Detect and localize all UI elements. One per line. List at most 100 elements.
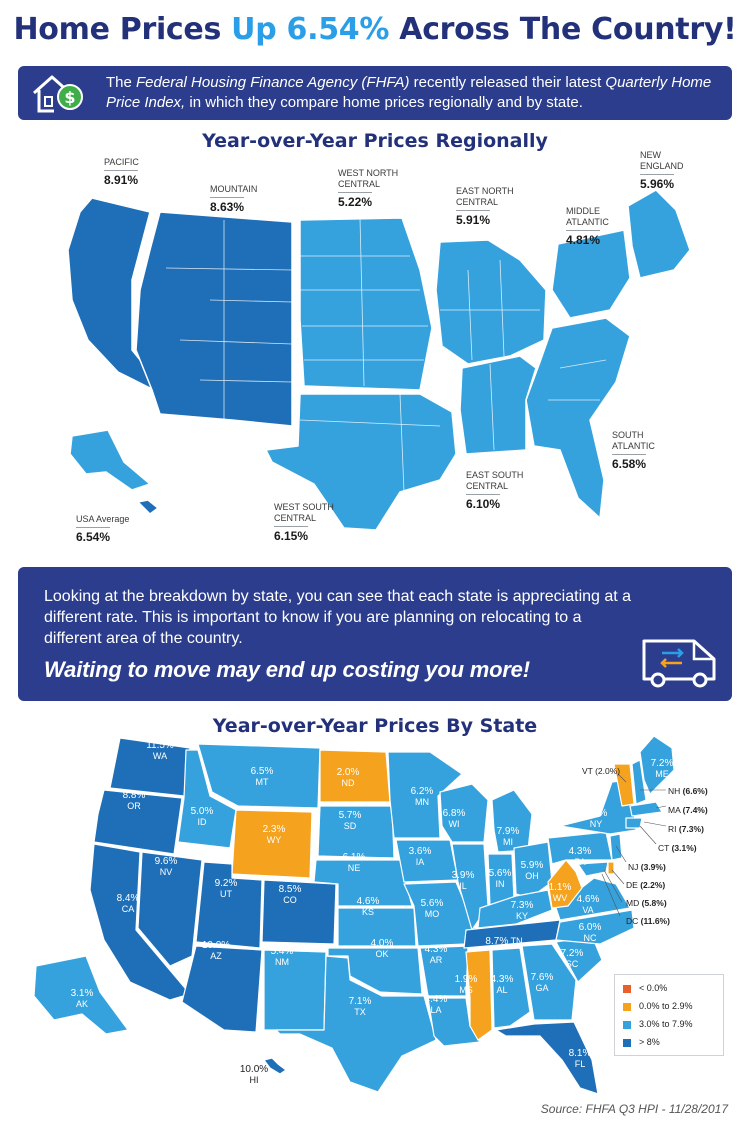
title-part1: Home Prices: [13, 12, 232, 47]
legend-item: > 8%: [623, 1037, 660, 1047]
state-la: [427, 997, 481, 1047]
label-ne: 6.1% NE: [342, 852, 366, 873]
state-nj: [609, 833, 623, 861]
region-label-pacific: PACIFIC 8.91%: [104, 157, 139, 187]
region-east-north-central: [435, 239, 547, 365]
intro-banner: $ The Federal Housing Finance Agency (FH…: [18, 66, 732, 120]
state-map: [33, 735, 675, 1095]
label-wi: 6.8% WI: [442, 808, 466, 829]
state-wy: [231, 809, 313, 879]
state-me: [639, 735, 675, 795]
legend-item: 3.0% to 7.9%: [623, 1019, 693, 1029]
label-nm: 5.4% NM: [270, 946, 294, 967]
label-tx: 7.1% TX: [348, 996, 372, 1017]
state-alaska-region: [69, 429, 151, 491]
region-mountain: [135, 211, 293, 427]
state-nv: [137, 851, 203, 967]
label-ut: 9.2% UT: [214, 878, 238, 899]
label-va: 4.6% VA: [576, 894, 600, 915]
legend-swatch-red: [623, 984, 631, 993]
state-ky: [477, 889, 553, 929]
regional-title: Year-over-Year Prices Regionally: [202, 130, 548, 152]
label-ny: 5.8% NY: [584, 808, 608, 829]
region-pacific: [67, 197, 159, 389]
state-sd: [317, 805, 395, 859]
label-nv: 9.6% NV: [154, 856, 178, 877]
title-part2: Across The Country!: [389, 12, 737, 47]
page-title: Home Prices Up 6.54% Across The Country!: [0, 12, 750, 47]
label-ca: 8.4% CA: [116, 893, 140, 914]
state-hawaii-region: [137, 499, 159, 515]
label-co: 8.5% CO: [278, 884, 302, 905]
label-ia: 3.6% IA: [408, 846, 432, 867]
state-vt: [613, 763, 635, 807]
state-ga: [521, 943, 577, 1021]
state-wi: [439, 783, 489, 843]
callout-md: MD (5.8%): [626, 898, 667, 908]
state-de: [607, 861, 615, 875]
legend-swatch-dark-blue: [623, 1038, 631, 1047]
label-ms: 1.9% MS: [454, 974, 478, 995]
state-va: [555, 877, 631, 921]
region-label-middle-atlantic: MIDDLE ATLANTIC 4.81%: [566, 206, 609, 247]
region-label-west-north-central: WEST NORTH CENTRAL 5.22%: [338, 168, 399, 209]
label-ok: 4.0% OK: [370, 938, 394, 959]
moving-van-icon: [642, 639, 716, 688]
label-az: 10.0% AZ: [201, 940, 231, 961]
label-mo: 5.6% MO: [420, 898, 444, 919]
region-middle-atlantic: [551, 229, 631, 319]
label-me: 7.2% ME: [650, 758, 674, 779]
label-sd: 5.7% SD: [338, 810, 362, 831]
label-tn: 8.7% TN: [485, 936, 523, 947]
label-in: 5.6% IN: [488, 868, 512, 889]
label-hi: 10.0% HI: [239, 1064, 269, 1085]
message-text: Looking at the breakdown by state, you c…: [44, 588, 632, 647]
label-wa: 11.5% WA: [146, 740, 174, 761]
callout-nj: NJ (3.9%): [628, 862, 666, 872]
region-east-south-central: [459, 355, 537, 455]
source-note: Source: FHFA Q3 HPI - 11/28/2017: [540, 1102, 728, 1116]
title-highlight: Up 6.54%: [231, 12, 390, 47]
callout-de: DE (2.2%): [626, 880, 666, 890]
label-fl: 8.1% FL: [568, 1048, 592, 1069]
label-id: 5.0% ID: [190, 806, 214, 827]
label-la: 4.4% LA: [424, 994, 448, 1015]
label-wy: 2.3% WY: [262, 824, 286, 845]
message-box: Looking at the breakdown by state, you c…: [18, 567, 732, 701]
label-pa: 4.3% PA: [568, 846, 592, 867]
state-ak: [33, 955, 129, 1035]
region-label-new-england: NEW ENGLAND 5.96%: [640, 150, 684, 191]
region-west-south-central: [265, 393, 457, 531]
state-md: [577, 861, 609, 877]
label-mn: 6.2% MN: [410, 786, 434, 807]
state-ca: [89, 843, 191, 1001]
region-label-west-south-central: WEST SOUTH CENTRAL 6.15%: [274, 502, 334, 543]
regional-map: [67, 189, 691, 531]
state-mt: [197, 743, 321, 809]
state-pa: [547, 831, 613, 865]
label-or: 8.8% OR: [122, 790, 146, 811]
state-ma: [629, 801, 663, 817]
callout-dc: DC (11.6%): [626, 916, 670, 926]
state-ar: [419, 945, 469, 997]
state-ct: [625, 817, 643, 829]
region-label-usa-average: USA Average 6.54%: [76, 514, 130, 544]
state-oh: [513, 841, 553, 899]
label-ar: 4.3% AR: [424, 944, 448, 965]
callout-ma: MA (7.4%): [668, 805, 708, 815]
message-bold: Waiting to move may end up costing you m…: [44, 657, 530, 682]
state-al: [491, 947, 531, 1029]
label-wv: 1.1% WV: [548, 882, 572, 903]
region-south-atlantic: [525, 317, 631, 519]
state-ks: [337, 907, 417, 947]
intro-text: The Federal Housing Finance Agency (FHFA…: [106, 74, 712, 111]
label-mi: 7.9% MI: [496, 826, 520, 847]
svg-text:$: $: [64, 88, 75, 107]
region-new-england: [627, 189, 691, 279]
callout-ct: CT (3.1%): [658, 843, 697, 853]
label-nc: 6.0% NC: [578, 922, 602, 943]
label-il: 3.9% IL: [451, 870, 475, 891]
label-sc: 7.2% SC: [560, 948, 584, 969]
legend-swatch-light-blue: [623, 1020, 631, 1029]
region-label-mountain: MOUNTAIN 8.63%: [210, 184, 258, 214]
